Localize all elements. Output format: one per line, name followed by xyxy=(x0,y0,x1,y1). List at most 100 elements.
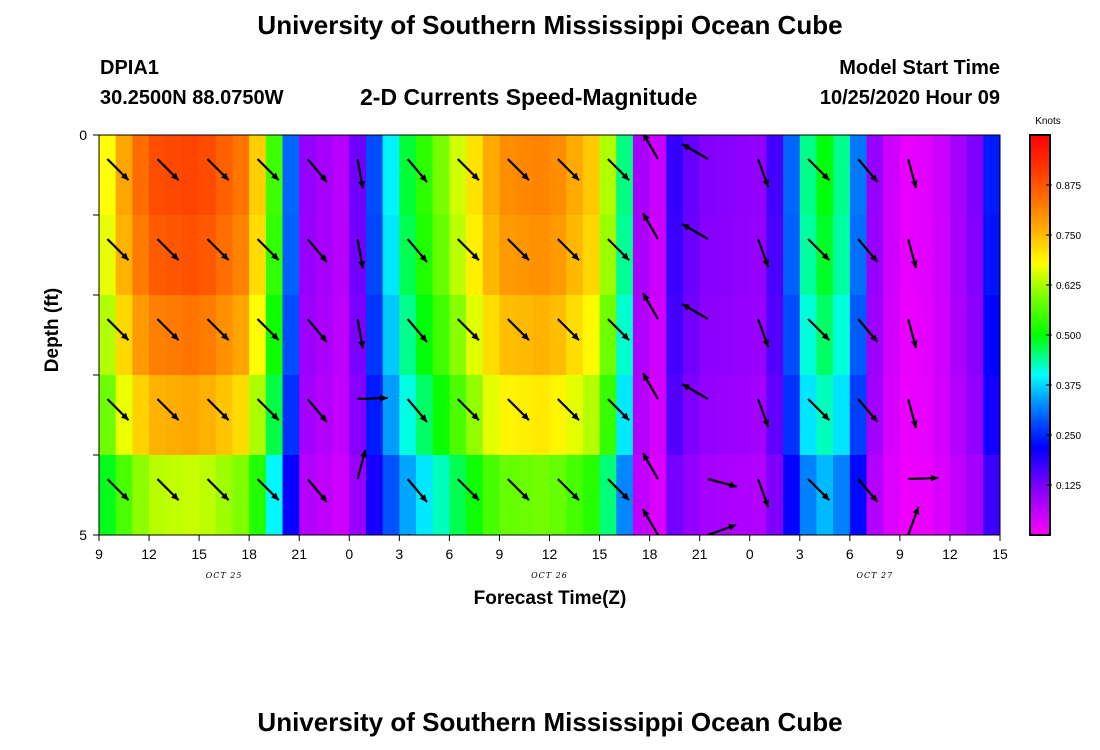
heatmap-cell xyxy=(349,135,367,216)
heatmap-cell xyxy=(899,215,918,296)
current-vector xyxy=(107,534,109,535)
heatmap-cell xyxy=(949,375,968,456)
heatmap-cell xyxy=(499,215,517,296)
current-vector xyxy=(457,534,460,535)
heatmap-cell xyxy=(649,455,667,535)
heatmap-cell xyxy=(182,295,200,376)
heatmap-cell xyxy=(783,455,801,535)
current-vector xyxy=(607,318,630,341)
heatmap-cell xyxy=(716,215,734,296)
heatmap-cell xyxy=(365,455,384,535)
current-vector xyxy=(206,238,230,261)
heatmap-cell xyxy=(582,375,601,456)
heatmap-cell xyxy=(916,295,934,376)
x-axis: 9 12 15 18 21 0 3 6 9 12 15 18 21 0 3 6 9 12 15 OCT 25 OCT 2… xyxy=(95,535,1008,580)
current-vector xyxy=(306,158,328,183)
current-vector xyxy=(207,534,210,535)
heatmap-cell xyxy=(899,295,918,376)
heatmap-cell xyxy=(799,135,817,216)
heatmap-cell xyxy=(482,135,500,216)
current-vector xyxy=(857,238,879,263)
heatmap-cell xyxy=(783,135,801,216)
heatmap-cell xyxy=(699,215,717,296)
heatmap-cell xyxy=(833,295,851,376)
heatmap-cell xyxy=(532,135,550,216)
heatmap-cell xyxy=(749,295,767,376)
current-vector xyxy=(557,238,580,261)
y-axis-title: Depth (ft) xyxy=(42,288,63,372)
heatmap-cell xyxy=(799,295,817,376)
heatmap-cell xyxy=(933,375,951,456)
x-tick-label: 18 xyxy=(642,546,658,562)
heatmap-cell xyxy=(99,375,117,456)
current-vector xyxy=(307,534,310,535)
current-vector xyxy=(757,318,770,348)
current-vector xyxy=(607,398,630,421)
heatmap-cell xyxy=(149,295,167,376)
current-vector xyxy=(406,158,428,183)
current-vector xyxy=(106,478,130,501)
x-axis-title: Forecast Time(Z) xyxy=(474,588,627,609)
current-vector xyxy=(406,478,428,503)
heatmap-cell xyxy=(549,215,567,296)
heatmap-cell xyxy=(716,455,734,535)
heatmap-cell xyxy=(532,455,550,535)
heatmap-cell xyxy=(582,215,601,296)
heatmap-cell xyxy=(432,215,450,296)
current-vector xyxy=(206,398,230,421)
current-vector xyxy=(406,318,428,343)
heatmap-cell xyxy=(733,135,751,216)
current-vector xyxy=(557,534,560,535)
heatmap-cell xyxy=(733,375,751,456)
current-vector xyxy=(557,158,580,181)
current-vector xyxy=(908,474,939,482)
heatmap-cell xyxy=(449,455,467,535)
current-vector xyxy=(256,158,280,181)
current-vector xyxy=(357,394,388,402)
current-vector xyxy=(206,478,230,501)
heatmap-cell xyxy=(766,135,784,216)
heatmap-cell xyxy=(549,295,567,376)
heatmap-cell xyxy=(833,215,851,296)
heatmap-cell xyxy=(582,455,601,535)
heatmap-cell xyxy=(399,215,417,296)
current-vector xyxy=(456,318,480,341)
x-tick-label: 21 xyxy=(291,546,307,562)
heatmap-cell xyxy=(332,455,350,535)
heatmap-cell xyxy=(199,295,217,376)
heatmap-cell xyxy=(199,215,217,296)
heatmap-cell xyxy=(749,375,767,456)
heatmap-cell xyxy=(966,375,984,456)
heatmap-cell xyxy=(549,135,567,216)
date-label: OCT 26 xyxy=(531,571,568,580)
current-vector xyxy=(807,238,831,261)
heatmap-cell xyxy=(899,375,918,456)
heatmap-cell xyxy=(249,455,267,535)
heatmap-cell xyxy=(716,375,734,456)
current-vector xyxy=(858,534,860,535)
current-vector xyxy=(807,398,831,421)
x-tick-label: 6 xyxy=(846,546,854,562)
current-vector xyxy=(306,478,328,503)
heatmap-cell xyxy=(916,455,934,535)
heatmap-cell xyxy=(399,375,417,456)
current-vector xyxy=(681,143,709,160)
current-vector xyxy=(557,478,580,501)
current-vector xyxy=(356,449,367,480)
current-vector xyxy=(157,534,159,535)
heatmap-cell xyxy=(182,455,200,535)
heatmap-cell xyxy=(282,375,300,456)
heatmap-cell xyxy=(632,455,651,535)
plot-title: 2-D Currents Speed-Magnitude xyxy=(360,84,698,110)
heatmap-cell xyxy=(349,375,367,456)
heatmap-cell xyxy=(883,375,901,456)
heatmap-cell xyxy=(966,135,984,216)
current-vector xyxy=(607,478,630,501)
heatmap-cell xyxy=(399,135,417,216)
heatmap-cell xyxy=(749,455,767,535)
y-tick-label: 0 xyxy=(79,127,87,143)
heatmap-cells xyxy=(99,135,1000,535)
heatmap-cell xyxy=(966,295,984,376)
current-vector xyxy=(407,533,415,535)
heatmap-cell xyxy=(682,215,701,296)
